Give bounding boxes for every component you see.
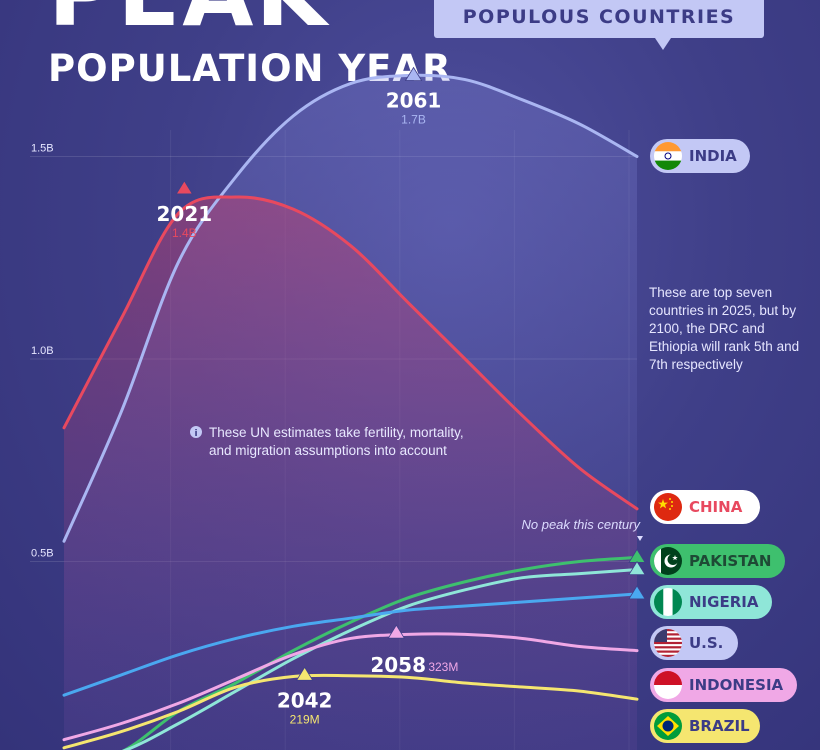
legend-label-china: CHINA — [689, 498, 743, 516]
center-note-line-1: These UN estimates take fertility, morta… — [209, 425, 464, 440]
peak-marker-indonesia — [387, 624, 406, 639]
peak-marker-brazil — [295, 666, 314, 681]
peak-marker-china — [175, 180, 194, 195]
center-note: i These UN estimates take fertility, mor… — [190, 425, 464, 458]
legend-item-china: CHINA — [650, 490, 760, 524]
info-icon — [190, 426, 202, 438]
peak-year-china: 2021 — [156, 202, 212, 226]
us-flag-icon — [654, 629, 682, 657]
y-tick-label: 0.5B — [31, 548, 54, 560]
series-line-pakistan — [121, 555, 639, 750]
legend-item-indonesia: INDONESIA — [650, 668, 797, 702]
legend-label-pakistan: PAKISTAN — [689, 552, 772, 570]
peak-value-brazil: 219M — [290, 712, 320, 726]
legend-item-brazil: BRAZIL — [650, 709, 760, 743]
legend-item-us: U.S. — [650, 626, 738, 660]
y-tick-label: 1.5B — [31, 143, 54, 155]
side-note: These are top seven countries in 2025, b… — [649, 285, 800, 372]
center-note-line-2: and migration assumptions into account — [209, 443, 447, 458]
legend-label-brazil: BRAZIL — [689, 717, 750, 735]
series-line-brazil — [62, 673, 639, 750]
peak-marker-india — [404, 66, 423, 81]
info-icon-glyph: i — [194, 429, 197, 439]
series-lines — [62, 73, 639, 750]
peak-marker-nigeria — [628, 560, 646, 575]
peak-value-india: 1.7B — [401, 113, 426, 127]
brazil-flag-icon — [654, 712, 682, 740]
legend-label-us: U.S. — [689, 634, 724, 652]
legend-label-indonesia: INDONESIA — [689, 676, 784, 694]
callout-pointer — [655, 38, 671, 50]
series-line-us — [62, 592, 639, 697]
y-axis-ticks: 0.5B 1.0B 1.5B — [31, 143, 54, 560]
peak-value-china: 1.4B — [172, 226, 197, 240]
callout-text: POPULOUS COUNTRIES — [462, 6, 736, 28]
series-areas — [64, 75, 637, 750]
no-peak-arrow-icon — [637, 536, 643, 541]
series-line-china — [62, 195, 639, 511]
y-tick-label: 1.0B — [31, 345, 54, 357]
india-flag-icon — [654, 142, 682, 170]
pakistan-flag-icon — [654, 547, 682, 575]
series-area-china — [64, 196, 637, 750]
series-line-indonesia — [62, 632, 639, 742]
peak-year-brazil: 2042 — [277, 688, 333, 712]
legend-item-india: INDIA — [650, 139, 750, 173]
legend-item-nigeria: NIGERIA — [650, 585, 772, 619]
nigeria-flag-icon — [654, 588, 682, 616]
legend-label-nigeria: NIGERIA — [689, 593, 759, 611]
peak-year-india: 2061 — [386, 89, 442, 113]
peak-year-indonesia: 2058 — [370, 653, 426, 677]
series-line-nigeria — [121, 568, 639, 750]
legend-item-pakistan: PAKISTAN — [650, 544, 785, 578]
indonesia-flag-icon — [654, 671, 682, 699]
series-line-india — [62, 73, 639, 543]
chart-title: PEAK — [48, 0, 329, 40]
peak-value-indonesia: 323M — [428, 660, 458, 674]
no-peak-label: No peak this century — [521, 517, 641, 532]
peak-marker-us — [628, 585, 646, 600]
callout-box: POPULOUS COUNTRIES — [434, 0, 764, 38]
china-flag-icon — [654, 493, 682, 521]
legend-label-india: INDIA — [689, 147, 737, 165]
